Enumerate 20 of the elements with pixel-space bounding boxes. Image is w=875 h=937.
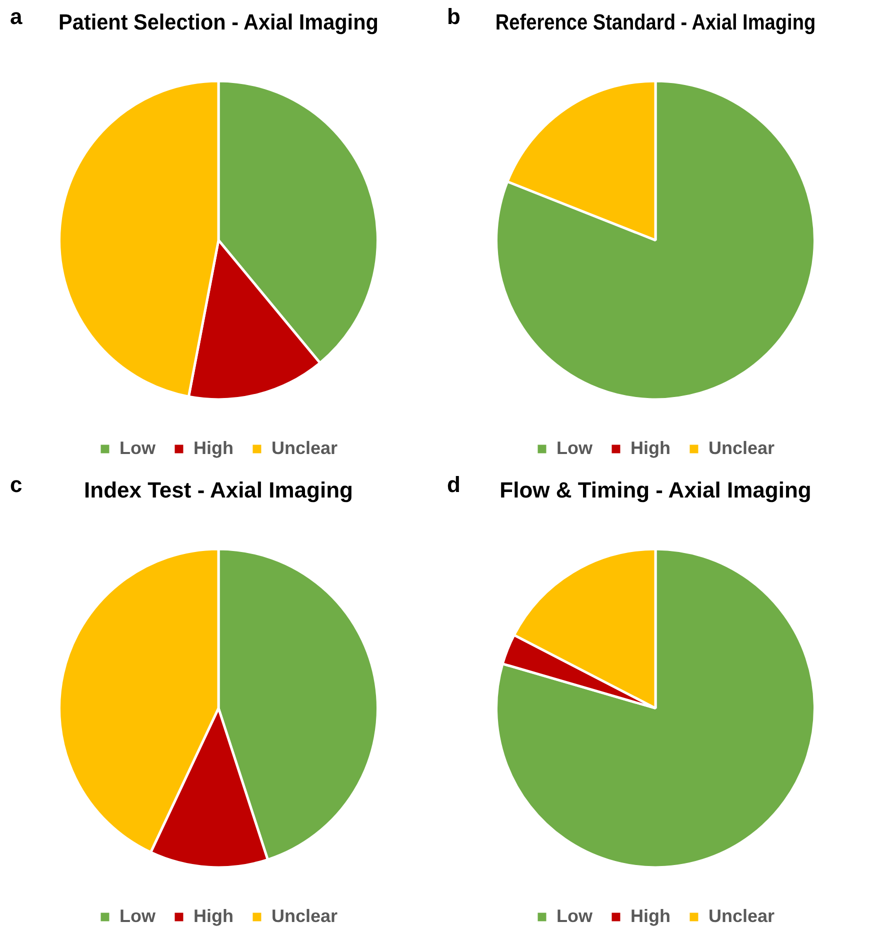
chart-title: Flow & Timing - Axial Imaging [500,477,812,502]
legend-label: Low [556,438,594,458]
text: d [447,472,460,498]
legend-label: Unclear [708,438,775,458]
legend-label: High [630,906,670,926]
chart-title: Index Test - Axial Imaging [84,477,353,502]
chart-title: Reference Standard - Axial Imaging [495,10,816,35]
legend-label: High [630,438,670,458]
legend-label: High [193,438,234,458]
text: b [447,4,460,30]
legend-label: Unclear [271,438,338,458]
legend-label: Low [119,906,156,926]
legend-label: Low [556,906,594,926]
legend-label: High [193,906,234,926]
chart-title: Patient Selection - Axial Imaging [58,10,378,34]
text: a [10,4,22,30]
text: c [10,472,22,498]
legend-label: Low [119,438,156,458]
legend-label: Unclear [271,906,338,926]
legend-label: Unclear [708,906,775,926]
